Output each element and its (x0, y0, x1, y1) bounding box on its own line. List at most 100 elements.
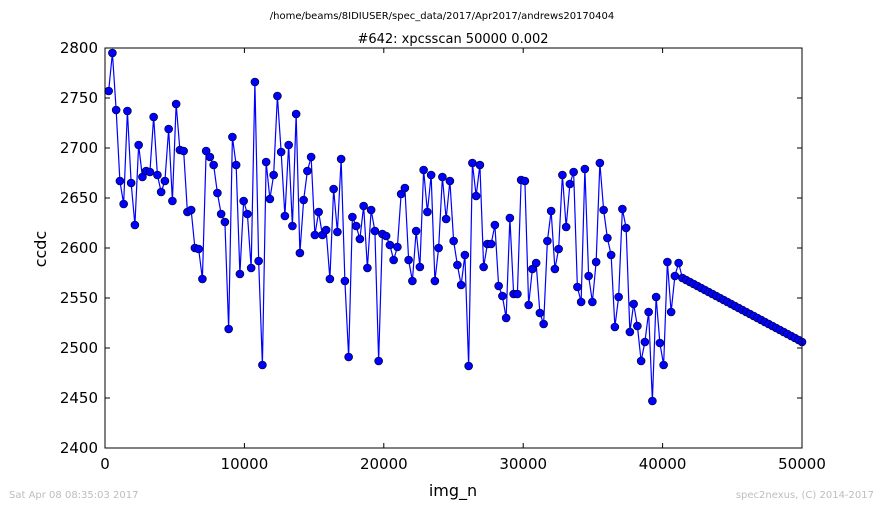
data-point (531, 258, 541, 268)
data-point (648, 396, 657, 406)
data-point (576, 297, 586, 307)
data-point (370, 226, 380, 236)
data-point (494, 281, 503, 291)
y-tick-label: 2700 (60, 139, 98, 157)
data-point (333, 227, 342, 237)
y-tick-label: 2500 (60, 339, 98, 357)
data-point (610, 322, 620, 332)
y-axis-label: ccdc (31, 231, 50, 268)
data-point (408, 276, 417, 286)
data-point (389, 255, 398, 265)
data-point (340, 276, 350, 286)
plot-background (105, 48, 802, 448)
data-point (633, 321, 642, 331)
data-point (310, 230, 320, 240)
data-point (426, 170, 436, 180)
data-point (393, 242, 402, 252)
chart-title: #642: xpcsscan 50000 0.002 (357, 32, 548, 47)
data-point (205, 152, 215, 162)
data-point (595, 158, 605, 168)
data-point (651, 292, 661, 302)
data-point (258, 360, 267, 370)
data-point (209, 160, 218, 170)
data-point (276, 147, 286, 157)
data-point (621, 223, 631, 233)
data-point (419, 165, 428, 175)
data-point (565, 179, 575, 189)
data-point (171, 99, 181, 109)
data-point (580, 164, 590, 174)
data-point (280, 211, 290, 221)
data-point (216, 209, 226, 219)
data-point (441, 214, 451, 224)
data-point (363, 263, 372, 273)
data-point (239, 196, 248, 206)
data-point (250, 77, 260, 87)
data-point (235, 269, 245, 279)
data-point (168, 196, 177, 206)
data-point (498, 291, 507, 301)
data-point (314, 207, 323, 217)
data-point (246, 263, 256, 273)
plot-area: 0 10000 20000 30000 40000 50000 2400 2450 2500 25… (60, 39, 826, 473)
data-point (179, 146, 188, 156)
y-tick-label: 2450 (60, 389, 98, 407)
data-point (303, 166, 312, 176)
data-point (464, 361, 473, 371)
y-tick-label: 2800 (60, 39, 98, 57)
data-point (453, 260, 462, 270)
data-point (119, 199, 128, 209)
data-point (505, 213, 515, 223)
data-point (359, 201, 368, 211)
data-point (438, 172, 447, 182)
data-point (599, 205, 608, 215)
data-point (486, 239, 496, 249)
data-point (546, 206, 556, 216)
data-point (299, 195, 308, 205)
data-point (670, 271, 680, 281)
data-point (291, 109, 301, 119)
data-point (520, 176, 530, 186)
data-point (164, 124, 173, 134)
data-point (213, 188, 222, 198)
data-point (618, 204, 627, 214)
data-point (524, 300, 533, 310)
data-point (591, 257, 601, 267)
data-point (606, 250, 616, 260)
data-point (348, 212, 357, 222)
data-point (434, 243, 443, 253)
data-point (588, 297, 597, 307)
data-point (423, 207, 432, 217)
x-tick-label: 40000 (639, 455, 687, 473)
data-point (501, 313, 511, 323)
data-point (104, 86, 113, 96)
data-point (475, 160, 485, 170)
data-point (160, 176, 170, 186)
data-point (231, 160, 241, 170)
data-point (228, 132, 237, 142)
data-point (449, 236, 458, 246)
data-point (381, 231, 391, 241)
figure-suptitle: /home/beams/8IDIUSER/spec_data/2017/Apr2… (270, 11, 614, 22)
data-point (674, 258, 683, 268)
data-point (614, 292, 623, 302)
data-point (663, 257, 672, 267)
data-point (145, 167, 155, 177)
data-point (261, 157, 271, 167)
data-point (329, 184, 338, 194)
data-point (194, 244, 203, 254)
data-point (490, 220, 500, 230)
x-tick-label: 50000 (778, 455, 826, 473)
data-point (374, 356, 383, 366)
data-point (351, 221, 361, 231)
data-point (584, 271, 593, 281)
data-point (108, 48, 117, 58)
x-axis-label: img_n (429, 481, 477, 501)
x-tick-label: 10000 (221, 455, 269, 473)
data-point (156, 187, 166, 197)
data-point (513, 289, 522, 299)
data-point (629, 299, 638, 309)
data-point (554, 244, 563, 254)
data-point (558, 170, 567, 180)
y-tick-label: 2600 (60, 239, 98, 257)
